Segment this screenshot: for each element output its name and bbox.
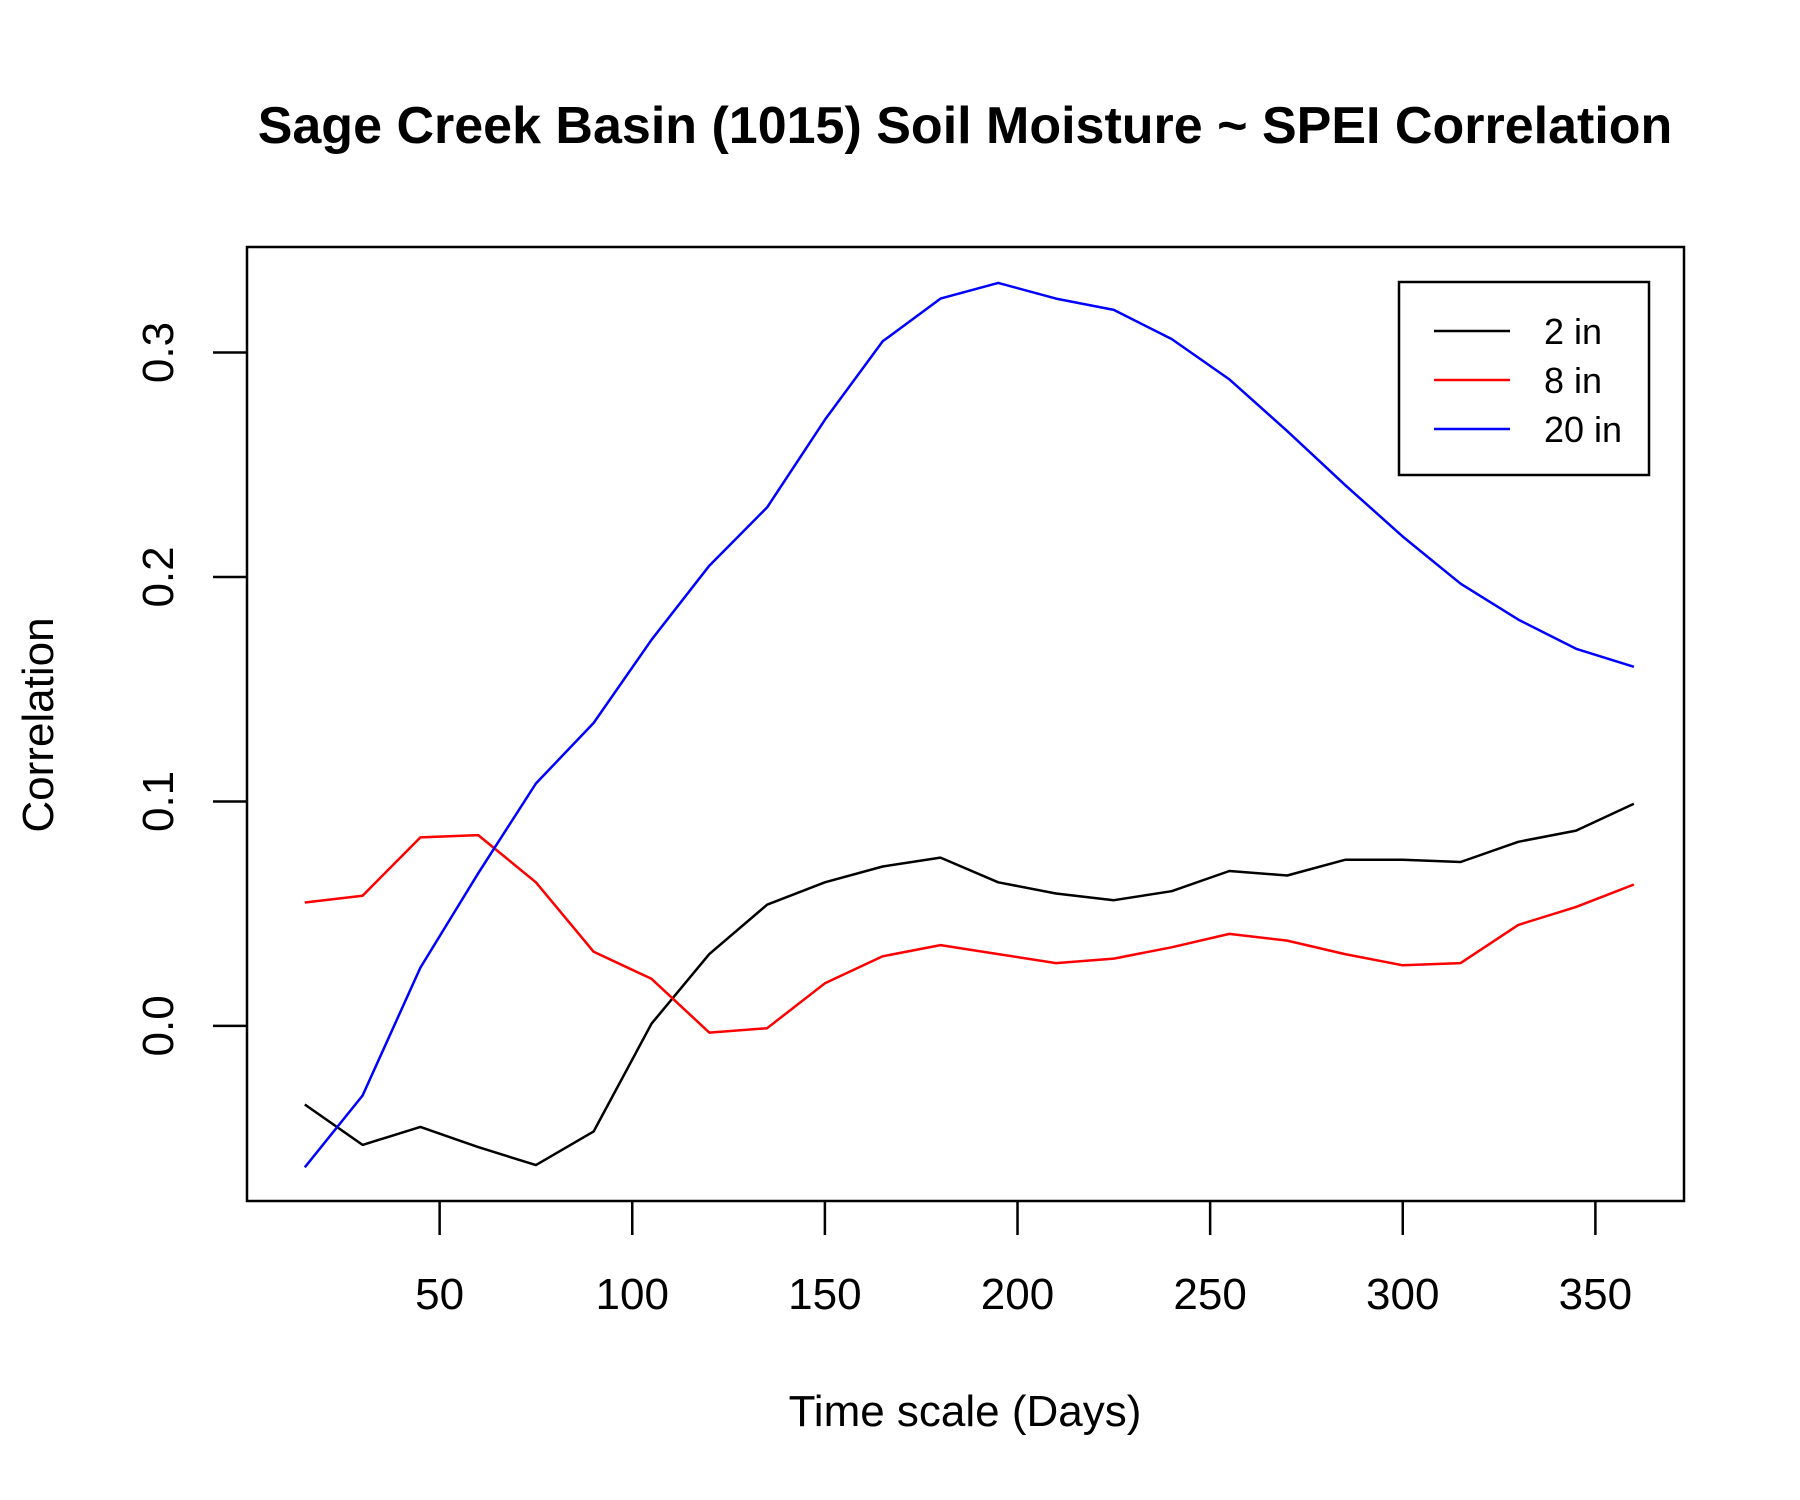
plot-frame [245,245,1686,1203]
series-line-8-in [304,833,1635,1034]
series-layer [303,281,1635,1169]
y-axis-label: Correlation [14,617,63,832]
x-tick-label: 100 [596,1270,669,1319]
series-line-20-in [303,281,1635,1169]
x-tick-label: 200 [981,1270,1054,1319]
y-tick-label: 0.0 [134,995,183,1056]
x-tick-label: 300 [1366,1270,1439,1319]
legend-label: 2 in [1544,311,1602,352]
x-tick-label: 50 [415,1270,464,1319]
y-tick-label: 0.1 [134,771,183,832]
x-axis: 50 100 150 200 250 300 350 [415,1201,1632,1319]
y-tick-label: 0.2 [134,546,183,607]
y-axis: 0.0 0.1 0.2 0.3 [134,322,247,1056]
chart-title: Sage Creek Basin (1015) Soil Moisture ~ … [258,97,1673,155]
legend: 2 in 8 in 20 in [1397,280,1651,477]
legend-box [1397,280,1651,477]
x-tick-label: 350 [1559,1270,1632,1319]
legend-label: 20 in [1544,409,1622,450]
legend-label: 8 in [1544,360,1602,401]
y-tick-label: 0.3 [134,322,183,383]
x-tick-label: 150 [788,1270,861,1319]
x-axis-label: Time scale (Days) [789,1387,1142,1436]
series-line-2-in [304,802,1635,1167]
x-tick-label: 250 [1173,1270,1246,1319]
